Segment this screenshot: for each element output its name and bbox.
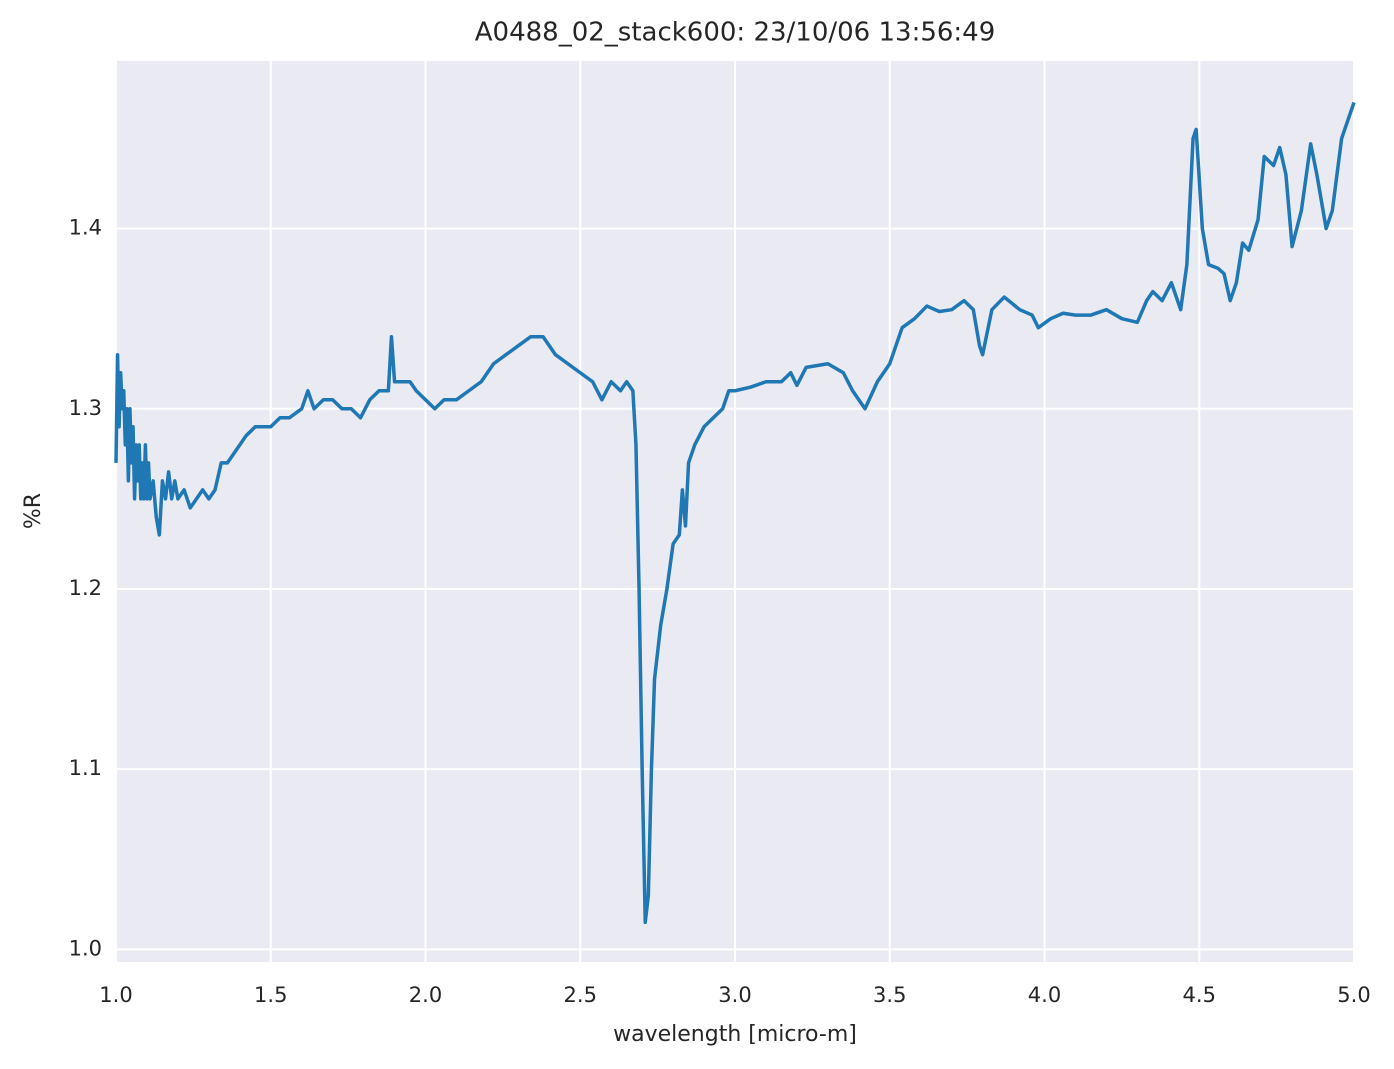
x-tick-label: 1.0 — [99, 983, 132, 1007]
y-tick-label: 1.4 — [69, 216, 102, 240]
x-tick-label: 4.5 — [1183, 983, 1216, 1007]
x-tick-label: 1.5 — [254, 983, 287, 1007]
x-tick-label: 3.5 — [873, 983, 906, 1007]
x-tick-label: 5.0 — [1337, 983, 1370, 1007]
x-tick-label: 2.0 — [409, 983, 442, 1007]
y-tick-label: 1.1 — [69, 756, 102, 780]
x-tick-label: 3.0 — [718, 983, 751, 1007]
y-tick-label: 1.3 — [69, 396, 102, 420]
y-axis-label: %R — [21, 493, 46, 529]
y-tick-label: 1.2 — [69, 576, 102, 600]
y-tick-label: 1.0 — [69, 936, 102, 960]
x-axis-label: wavelength [micro-m] — [613, 1022, 857, 1047]
x-tick-label: 4.0 — [1028, 983, 1061, 1007]
x-tick-label: 2.5 — [564, 983, 597, 1007]
data-line — [114, 101, 1356, 925]
chart-title: A0488_02_stack600: 23/10/06 13:56:49 — [475, 18, 996, 48]
